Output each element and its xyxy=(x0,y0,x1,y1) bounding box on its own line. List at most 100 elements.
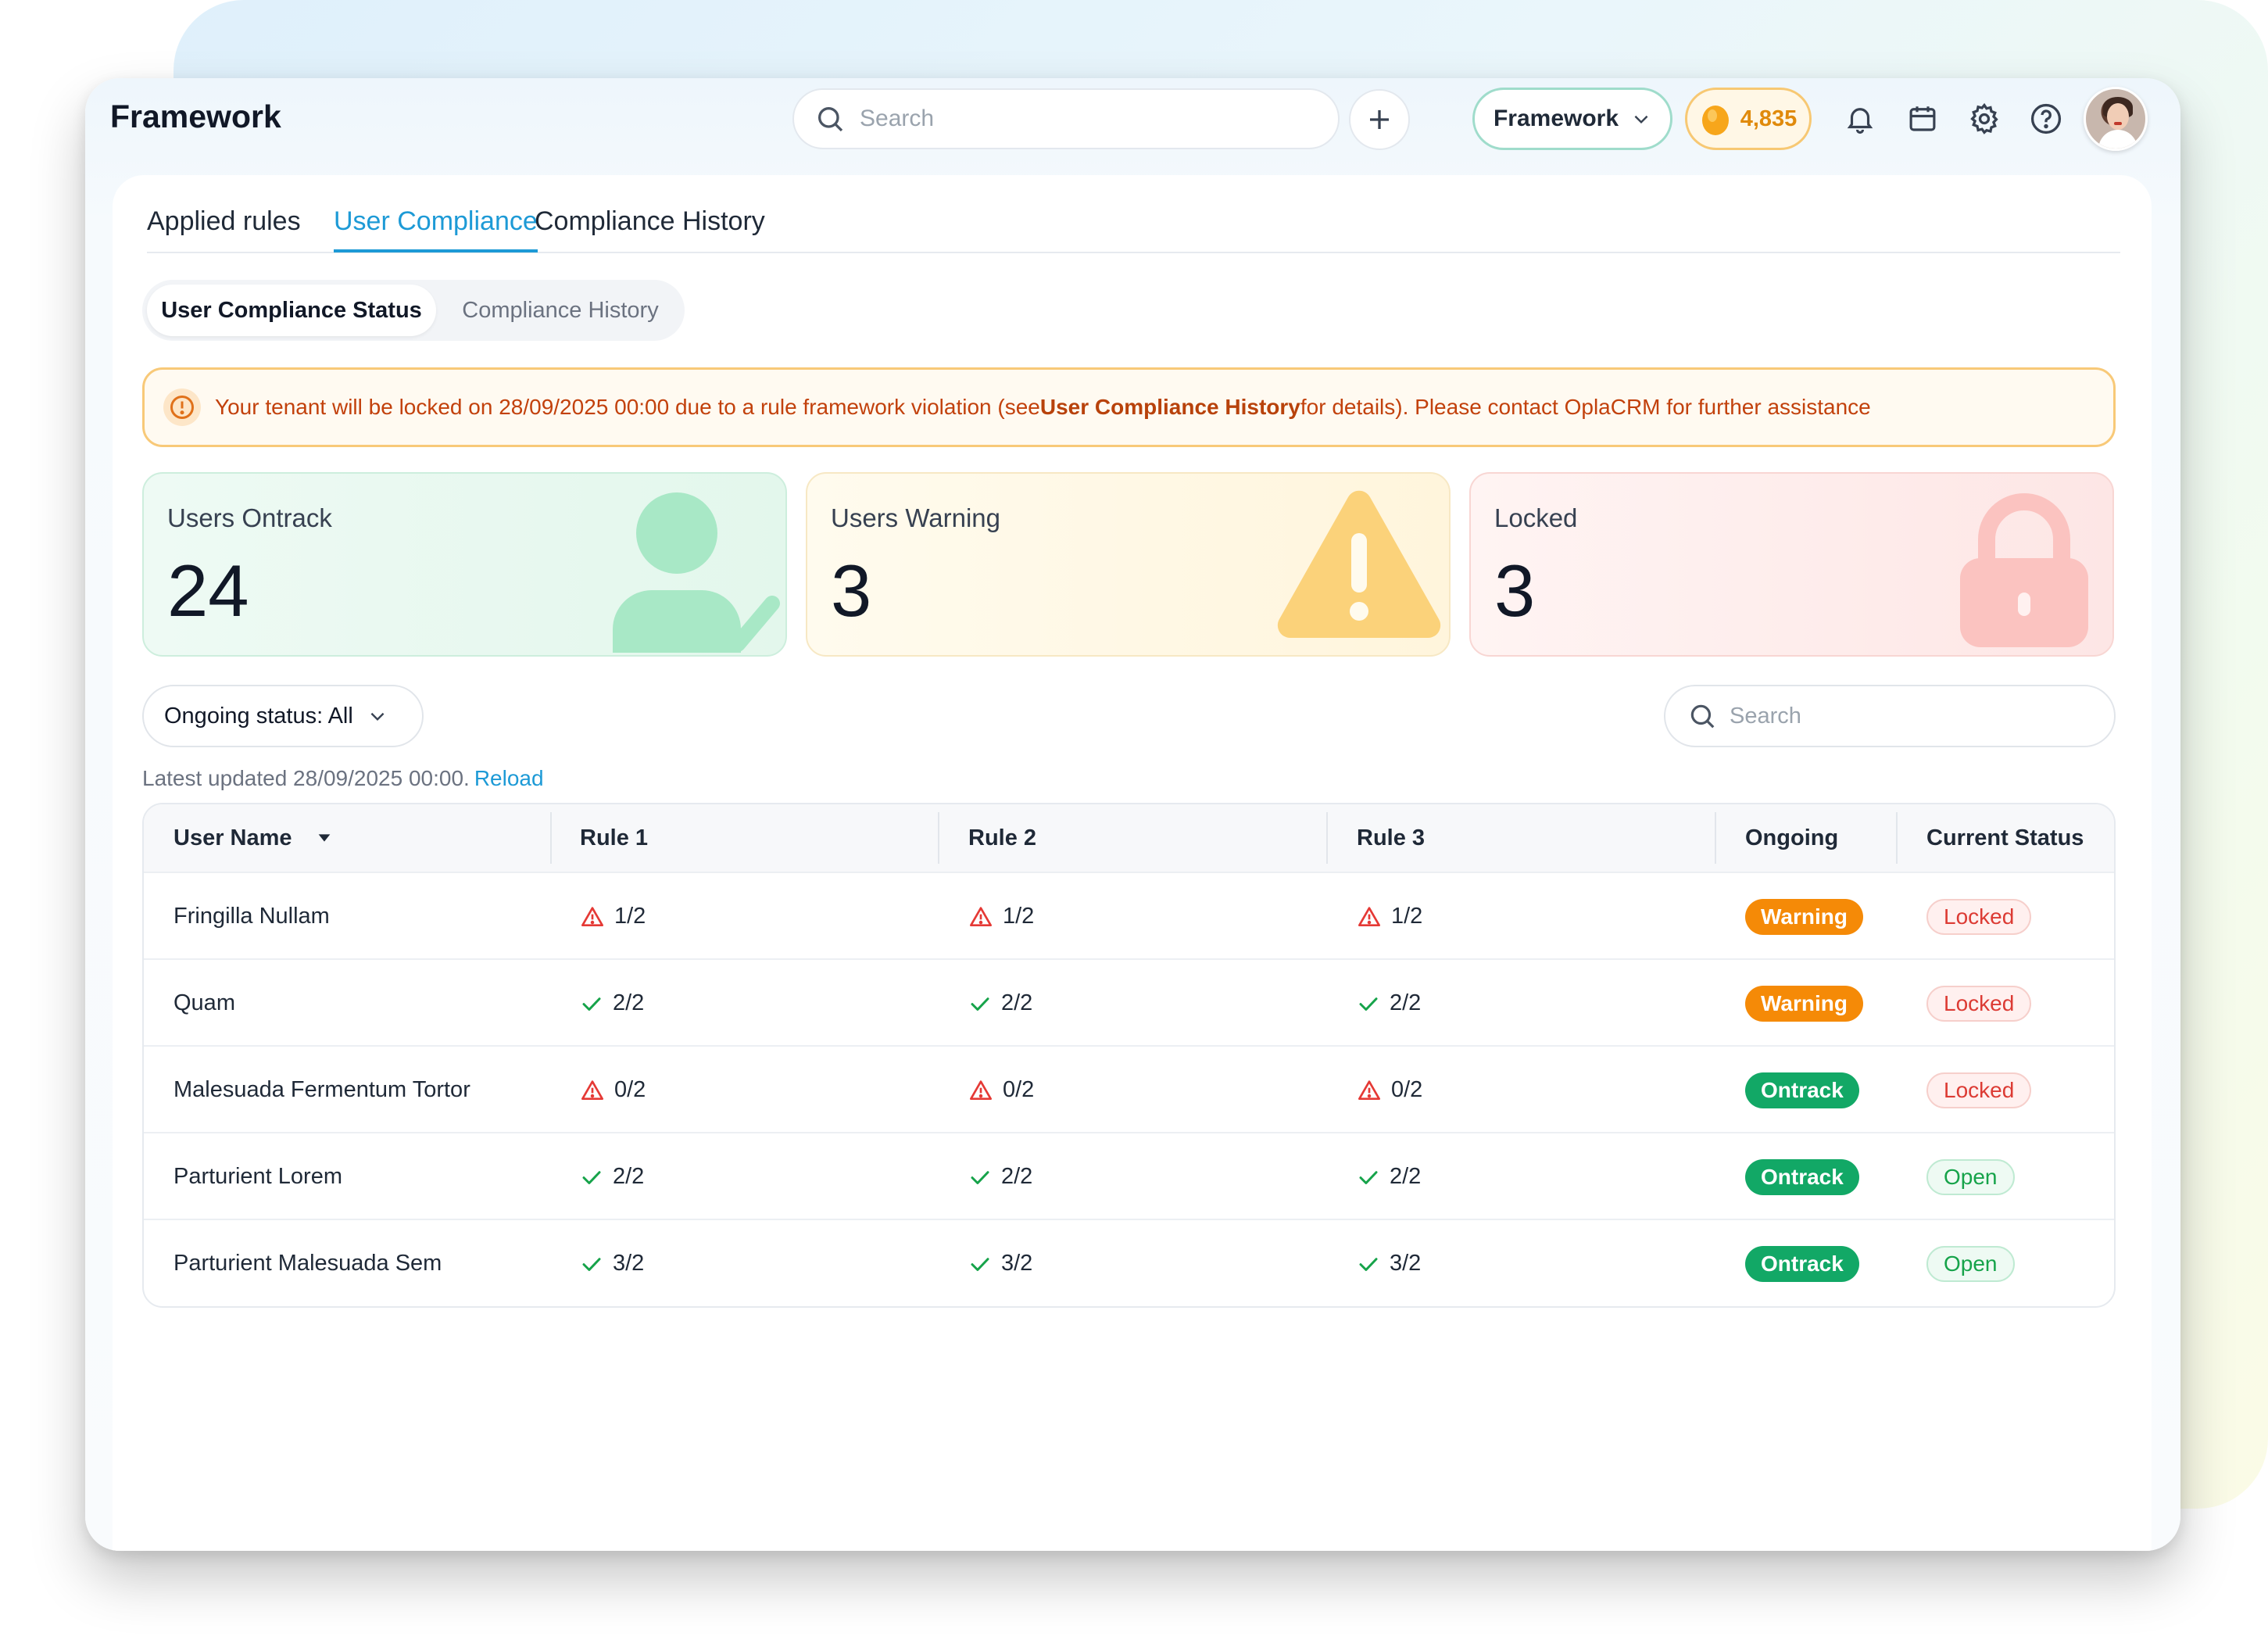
rule-3-cell: 0/2 xyxy=(1357,1047,1422,1133)
compliance-table: User Name Rule 1 Rule 2 Rule 3 Ongoing C… xyxy=(142,803,2116,1308)
warning-icon xyxy=(1357,904,1382,929)
card-value: 24 xyxy=(167,550,249,632)
gear-icon xyxy=(1970,102,1998,134)
avatar-lip xyxy=(2114,122,2122,125)
rule-value: 0/2 xyxy=(614,1077,646,1102)
rule-value: 0/2 xyxy=(1003,1077,1035,1102)
column-divider xyxy=(1715,812,1716,864)
last-updated: Latest updated 28/09/2025 00:00. Reload xyxy=(142,766,544,791)
column-divider xyxy=(550,812,552,864)
avatar[interactable] xyxy=(2084,87,2148,151)
column-divider xyxy=(1896,812,1898,864)
col-user-name[interactable]: User Name xyxy=(173,804,333,872)
rule-value: 3/2 xyxy=(1390,1251,1422,1276)
tab-user-compliance[interactable]: User Compliance xyxy=(334,206,538,252)
framework-select[interactable]: Framework xyxy=(1472,88,1672,150)
table-row[interactable]: Quam 2/2 2/2 2/2 Warning Locked xyxy=(144,958,2114,1045)
current-status-cell: Open xyxy=(1926,1133,2015,1220)
table-search-input[interactable]: Search xyxy=(1664,685,2116,747)
main-panel: Applied rules User Compliance Compliance… xyxy=(113,175,2152,1551)
user-name-cell: Quam xyxy=(173,990,235,1015)
filter-label: Ongoing status: All xyxy=(164,703,353,729)
calendar-icon xyxy=(1909,106,1936,131)
col-rule-1: Rule 1 xyxy=(580,825,649,850)
rule-2-cell: 2/2 xyxy=(968,1133,1032,1220)
help-button[interactable] xyxy=(2027,100,2065,138)
tab-compliance-history[interactable]: Compliance History xyxy=(535,206,765,236)
warning-icon xyxy=(968,904,993,929)
check-icon xyxy=(968,992,992,1015)
rule-value: 2/2 xyxy=(1001,990,1033,1015)
rule-value: 3/2 xyxy=(1001,1251,1033,1276)
calendar-button[interactable] xyxy=(1904,100,1941,138)
user-name-cell: Parturient Lorem xyxy=(173,1164,342,1189)
current-status-cell: Open xyxy=(1926,1220,2015,1306)
check-icon xyxy=(580,1252,603,1276)
table-row[interactable]: Parturient Lorem 2/2 2/2 2/2 Ontrack Open xyxy=(144,1132,2114,1219)
alert-text-suffix: for details). Please contact OplaCRM for… xyxy=(1300,395,1871,419)
user-check-icon xyxy=(613,492,780,653)
subtab-user-compliance-status[interactable]: User Compliance Status xyxy=(147,285,436,336)
global-search-input[interactable]: Search xyxy=(792,88,1340,149)
rule-2-cell: 1/2 xyxy=(968,873,1034,960)
status-badge: Locked xyxy=(1926,985,2032,1022)
alert-text-prefix: Your tenant will be locked on 28/09/2025… xyxy=(215,395,1040,419)
current-status-cell: Locked xyxy=(1926,873,2032,960)
card-value: 3 xyxy=(1494,550,1536,632)
rule-3-cell: 2/2 xyxy=(1357,960,1421,1047)
coin-balance[interactable]: 4,835 xyxy=(1685,88,1812,150)
user-name-cell: Malesuada Fermentum Tortor xyxy=(173,1077,470,1102)
user-name-cell: Fringilla Nullam xyxy=(173,904,330,929)
tab-applied-rules[interactable]: Applied rules xyxy=(147,206,301,236)
rule-2-cell: 0/2 xyxy=(968,1047,1034,1133)
ongoing-status-filter[interactable]: Ongoing status: All xyxy=(142,685,424,747)
card-locked: Locked 3 xyxy=(1469,472,2114,657)
card-value: 3 xyxy=(831,550,872,632)
rule-2-cell: 3/2 xyxy=(968,1220,1033,1306)
top-bar: Framework Search Framework 4,835 xyxy=(85,78,2180,175)
rule-value: 2/2 xyxy=(1390,1164,1422,1189)
col-user-name-label: User Name xyxy=(173,825,292,850)
table-row[interactable]: Malesuada Fermentum Tortor 0/2 0/2 0/2 Ontra… xyxy=(144,1045,2114,1132)
chevron-down-icon xyxy=(370,712,385,721)
rule-value: 2/2 xyxy=(613,1164,645,1189)
rule-value: 1/2 xyxy=(1003,904,1035,929)
alert-link[interactable]: User Compliance History xyxy=(1039,395,1300,419)
rule-value: 2/2 xyxy=(1390,990,1422,1015)
notifications-button[interactable] xyxy=(1841,100,1879,138)
check-icon xyxy=(968,1165,992,1189)
lock-warning-alert: Your tenant will be locked on 28/09/2025… xyxy=(142,367,2116,447)
coin-count: 4,835 xyxy=(1740,106,1798,131)
rule-value: 0/2 xyxy=(1391,1077,1423,1102)
framework-select-label: Framework xyxy=(1493,106,1619,131)
card-label: Locked xyxy=(1494,503,1578,532)
rule-value: 2/2 xyxy=(1001,1164,1033,1189)
rule-1-cell: 3/2 xyxy=(580,1220,645,1306)
table-row[interactable]: Fringilla Nullam 1/2 1/2 1/2 Warning Locked xyxy=(144,872,2114,958)
rule-value: 3/2 xyxy=(613,1251,645,1276)
add-button[interactable] xyxy=(1349,89,1410,150)
table-row[interactable]: Parturient Malesuada Sem 3/2 3/2 3/2 Ontrack… xyxy=(144,1219,2114,1305)
lock-icon xyxy=(1960,493,2088,647)
check-icon xyxy=(580,1165,603,1189)
subtab-compliance-history[interactable]: Compliance History xyxy=(462,297,659,323)
check-icon xyxy=(1357,1252,1380,1276)
global-search-placeholder: Search xyxy=(860,106,935,131)
ongoing-cell: Warning xyxy=(1745,873,1863,960)
warning-icon xyxy=(580,904,605,929)
settings-button[interactable] xyxy=(1966,100,2003,138)
current-status-cell: Locked xyxy=(1926,1047,2032,1133)
bell-icon xyxy=(1847,108,1873,134)
rule-1-cell: 0/2 xyxy=(580,1047,646,1133)
rule-3-cell: 2/2 xyxy=(1357,1133,1421,1220)
reload-link[interactable]: Reload xyxy=(474,766,544,790)
user-name-cell: Parturient Malesuada Sem xyxy=(173,1251,442,1276)
ongoing-cell: Warning xyxy=(1745,960,1863,1047)
rule-value: 1/2 xyxy=(614,904,646,929)
coin-icon xyxy=(1701,106,1729,135)
rule-value: 2/2 xyxy=(613,990,645,1015)
check-icon xyxy=(1357,992,1380,1015)
rule-1-cell: 2/2 xyxy=(580,960,644,1047)
main-tabs: Applied rules User Compliance Compliance… xyxy=(147,206,2120,253)
rule-3-cell: 1/2 xyxy=(1357,873,1422,960)
